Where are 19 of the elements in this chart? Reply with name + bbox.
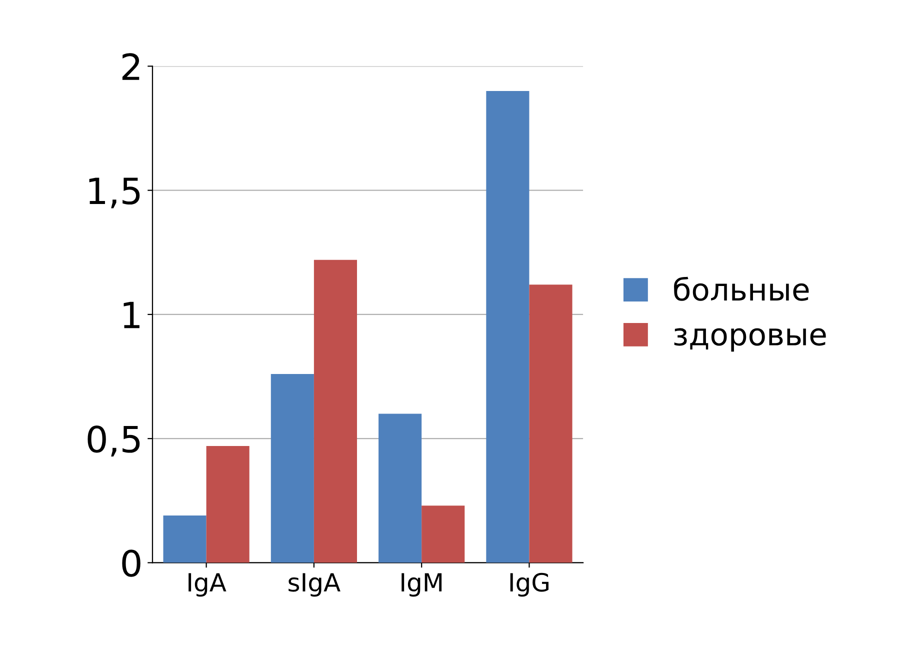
bar — [163, 516, 206, 563]
bar — [486, 91, 530, 563]
y-tick-label: 0 — [122, 550, 140, 577]
bar — [529, 284, 572, 563]
bar — [378, 414, 422, 563]
legend-label: больные — [674, 276, 809, 301]
x-tick-label: IgM — [402, 573, 442, 597]
legend-label: здоровые — [674, 328, 826, 352]
bar — [422, 506, 465, 563]
y-tick-label: 0,5 — [88, 425, 140, 456]
x-tick-label: IgA — [188, 573, 226, 597]
x-tick-label: sIgA — [288, 573, 340, 597]
bar — [314, 260, 358, 563]
y-tick-label: 1,5 — [89, 178, 140, 208]
y-tick-label: 2 — [122, 53, 140, 80]
y-tick-label: 1 — [124, 302, 140, 328]
x-tick-label: IgG — [510, 572, 548, 597]
bar — [270, 374, 314, 563]
bar — [206, 446, 250, 563]
